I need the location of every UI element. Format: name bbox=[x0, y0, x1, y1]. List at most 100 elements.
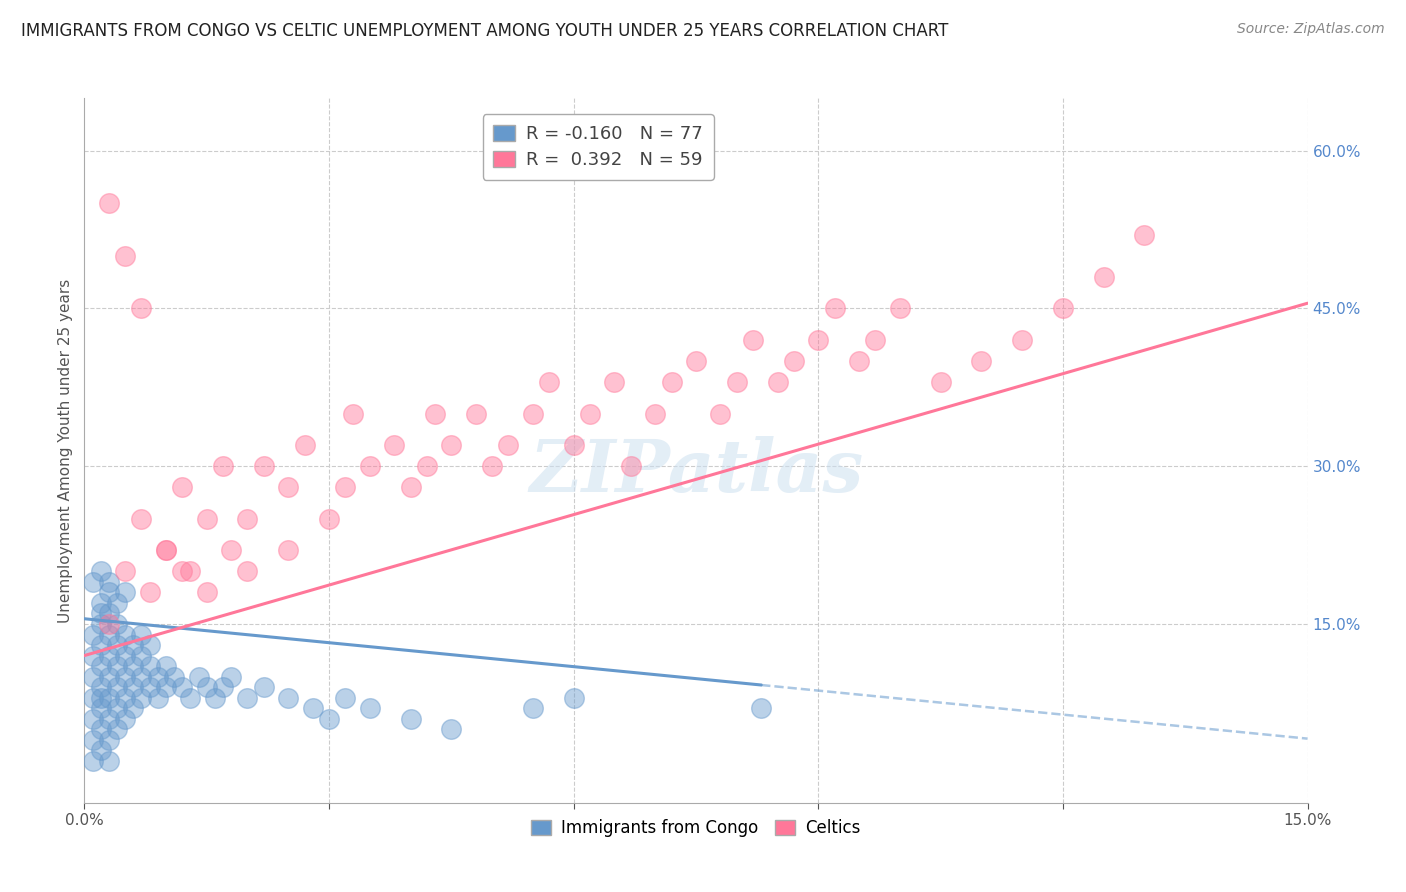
Point bbox=[131, 512, 153, 526]
Point bbox=[195, 512, 218, 526]
Point bbox=[294, 438, 316, 452]
Point bbox=[114, 249, 136, 263]
Point bbox=[90, 596, 112, 610]
Point bbox=[253, 459, 276, 474]
Point bbox=[277, 690, 299, 705]
Point bbox=[195, 680, 218, 694]
Point bbox=[1092, 269, 1115, 284]
Text: Source: ZipAtlas.com: Source: ZipAtlas.com bbox=[1237, 22, 1385, 37]
Point bbox=[155, 680, 177, 694]
Point bbox=[97, 196, 120, 211]
Point bbox=[122, 680, 145, 694]
Point bbox=[253, 680, 276, 694]
Point bbox=[603, 375, 626, 389]
Text: ZIPatlas: ZIPatlas bbox=[529, 436, 863, 507]
Point bbox=[212, 680, 235, 694]
Point bbox=[562, 438, 585, 452]
Point bbox=[335, 480, 357, 494]
Point bbox=[399, 712, 422, 726]
Point bbox=[90, 607, 112, 621]
Point bbox=[440, 438, 463, 452]
Point bbox=[179, 690, 201, 705]
Point bbox=[90, 638, 112, 652]
Point bbox=[538, 375, 561, 389]
Point bbox=[522, 407, 544, 421]
Point bbox=[97, 670, 120, 684]
Point bbox=[155, 543, 177, 558]
Point bbox=[318, 712, 340, 726]
Point bbox=[277, 480, 299, 494]
Point bbox=[335, 690, 357, 705]
Point bbox=[122, 638, 145, 652]
Point bbox=[889, 301, 911, 316]
Point bbox=[464, 407, 486, 421]
Point bbox=[1052, 301, 1074, 316]
Legend: Immigrants from Congo, Celtics: Immigrants from Congo, Celtics bbox=[524, 813, 868, 844]
Point bbox=[114, 670, 136, 684]
Point bbox=[195, 585, 218, 599]
Point bbox=[498, 438, 520, 452]
Point bbox=[807, 333, 830, 347]
Point bbox=[318, 512, 340, 526]
Point bbox=[423, 407, 446, 421]
Point bbox=[342, 407, 364, 421]
Point bbox=[131, 648, 153, 663]
Point bbox=[236, 512, 259, 526]
Point bbox=[620, 459, 643, 474]
Point bbox=[138, 659, 160, 673]
Point bbox=[90, 617, 112, 632]
Point bbox=[97, 607, 120, 621]
Point bbox=[1011, 333, 1033, 347]
Point bbox=[301, 701, 323, 715]
Point bbox=[82, 627, 104, 641]
Point bbox=[90, 701, 112, 715]
Point bbox=[155, 543, 177, 558]
Point bbox=[522, 701, 544, 715]
Point bbox=[114, 690, 136, 705]
Point bbox=[90, 722, 112, 736]
Point bbox=[105, 722, 128, 736]
Point bbox=[579, 407, 602, 421]
Point bbox=[90, 565, 112, 579]
Point bbox=[114, 585, 136, 599]
Point bbox=[481, 459, 503, 474]
Point bbox=[382, 438, 405, 452]
Point bbox=[155, 659, 177, 673]
Point bbox=[122, 659, 145, 673]
Point bbox=[725, 375, 748, 389]
Point bbox=[122, 701, 145, 715]
Point bbox=[97, 754, 120, 768]
Point bbox=[970, 354, 993, 368]
Text: IMMIGRANTS FROM CONGO VS CELTIC UNEMPLOYMENT AMONG YOUTH UNDER 25 YEARS CORRELAT: IMMIGRANTS FROM CONGO VS CELTIC UNEMPLOY… bbox=[21, 22, 949, 40]
Point bbox=[131, 690, 153, 705]
Point bbox=[131, 627, 153, 641]
Point bbox=[97, 627, 120, 641]
Point bbox=[359, 701, 381, 715]
Point bbox=[187, 670, 209, 684]
Point bbox=[236, 690, 259, 705]
Point bbox=[277, 543, 299, 558]
Point bbox=[105, 596, 128, 610]
Point bbox=[824, 301, 846, 316]
Point bbox=[709, 407, 731, 421]
Point bbox=[90, 743, 112, 757]
Point bbox=[783, 354, 806, 368]
Point bbox=[114, 627, 136, 641]
Point bbox=[105, 617, 128, 632]
Point bbox=[661, 375, 683, 389]
Point bbox=[90, 659, 112, 673]
Y-axis label: Unemployment Among Youth under 25 years: Unemployment Among Youth under 25 years bbox=[58, 278, 73, 623]
Point bbox=[138, 585, 160, 599]
Point bbox=[97, 732, 120, 747]
Point bbox=[163, 670, 186, 684]
Point bbox=[146, 690, 169, 705]
Point bbox=[82, 732, 104, 747]
Point bbox=[97, 690, 120, 705]
Point bbox=[105, 659, 128, 673]
Point bbox=[82, 690, 104, 705]
Point bbox=[131, 301, 153, 316]
Point bbox=[416, 459, 439, 474]
Point bbox=[146, 670, 169, 684]
Point bbox=[359, 459, 381, 474]
Point bbox=[114, 712, 136, 726]
